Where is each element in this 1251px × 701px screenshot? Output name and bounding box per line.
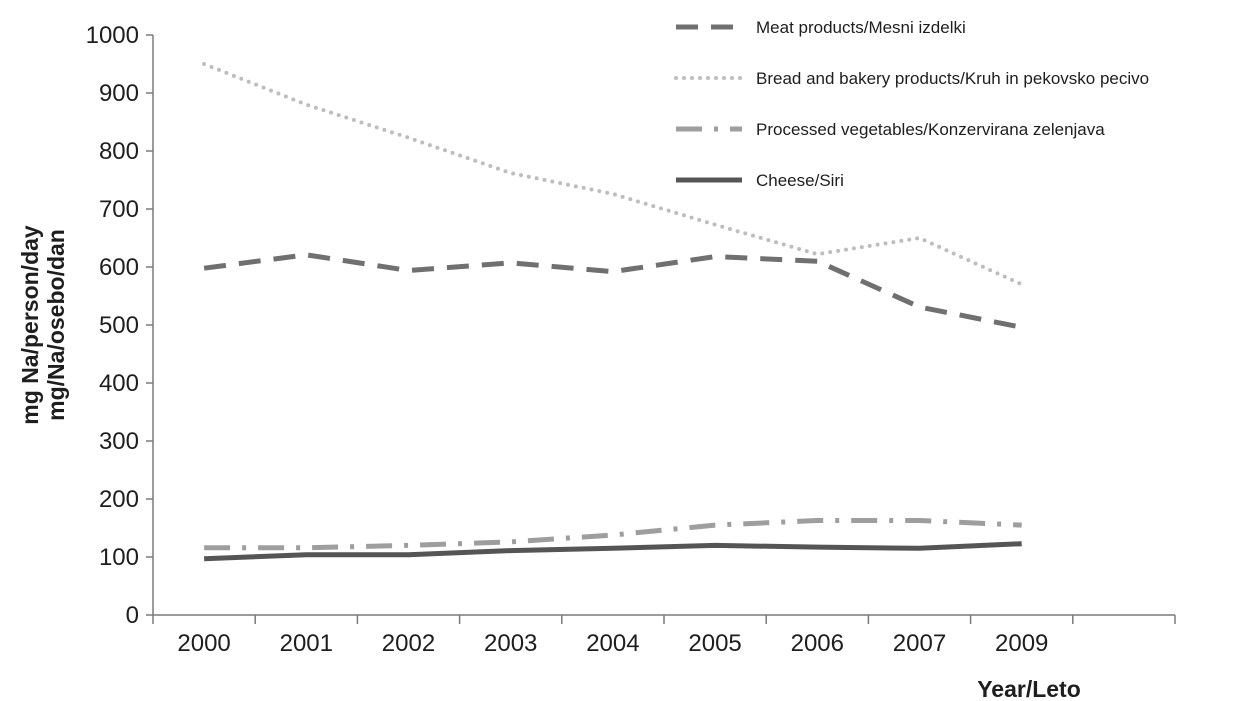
series-line-4 [204,541,1022,562]
x-axis: 2000 2001 2002 2003 2004 2005 2006 2007 2009 [152,614,1176,657]
y-axis-title-line1: mg Na/person/day [17,225,43,425]
legend-item: Cheese/Siri [676,171,844,190]
x-axis-title: Year/Leto [977,676,1081,701]
x-tick-label: 2003 [484,630,537,657]
series-line-2 [202,62,1024,287]
legend-label: Bread and bakery products/Kruh in pekovs… [756,69,1149,88]
x-tick-label: 2001 [280,630,333,657]
legend-item: Bread and bakery products/Kruh in pekovs… [674,69,1149,88]
y-tick-label: 500 [99,312,139,339]
legend-label: Processed vegetables/Konzervirana zelenj… [756,120,1105,139]
y-tick-label: 200 [99,486,139,513]
y-axis: 0 100 200 300 400 500 600 700 800 900 1000 [86,22,154,629]
y-tick-label: 300 [99,428,139,455]
y-tick-label: 800 [99,138,139,165]
x-tick-label: 2009 [995,630,1048,657]
y-axis-ticks: 0 100 200 300 400 500 600 700 800 900 1000 [86,22,153,629]
y-tick-label: 600 [99,254,139,281]
series-line-1 [203,252,1023,330]
y-tick-label: 400 [99,370,139,397]
y-axis-title-line2: mg/Na/osebo/dan [43,229,69,421]
y-tick-label: 900 [99,80,139,107]
x-axis-ticks: 2000 2001 2002 2003 2004 2005 2006 2007 2009 [152,615,1176,657]
x-tick-label: 2002 [382,630,435,657]
x-tick-label: 2007 [893,630,946,657]
legend-item: Meat products/Mesni izdelki [676,18,966,37]
y-tick-label: 100 [99,544,139,571]
legend: Meat products/Mesni izdelki Bread and bak… [674,18,1149,190]
legend-item: Processed vegetables/Konzervirana zelenj… [676,120,1105,139]
x-tick-label: 2004 [586,630,639,657]
y-tick-label: 700 [99,196,139,223]
legend-label: Cheese/Siri [756,171,844,190]
series-line-3 [204,518,1022,551]
x-tick-label: 2005 [688,630,741,657]
x-tick-label: 2000 [177,630,230,657]
x-tick-label: 2006 [791,630,844,657]
legend-label: Meat products/Mesni izdelki [756,18,966,37]
y-tick-label: 1000 [86,22,139,49]
y-tick-label: 0 [126,602,139,629]
series-lines [202,62,1024,562]
